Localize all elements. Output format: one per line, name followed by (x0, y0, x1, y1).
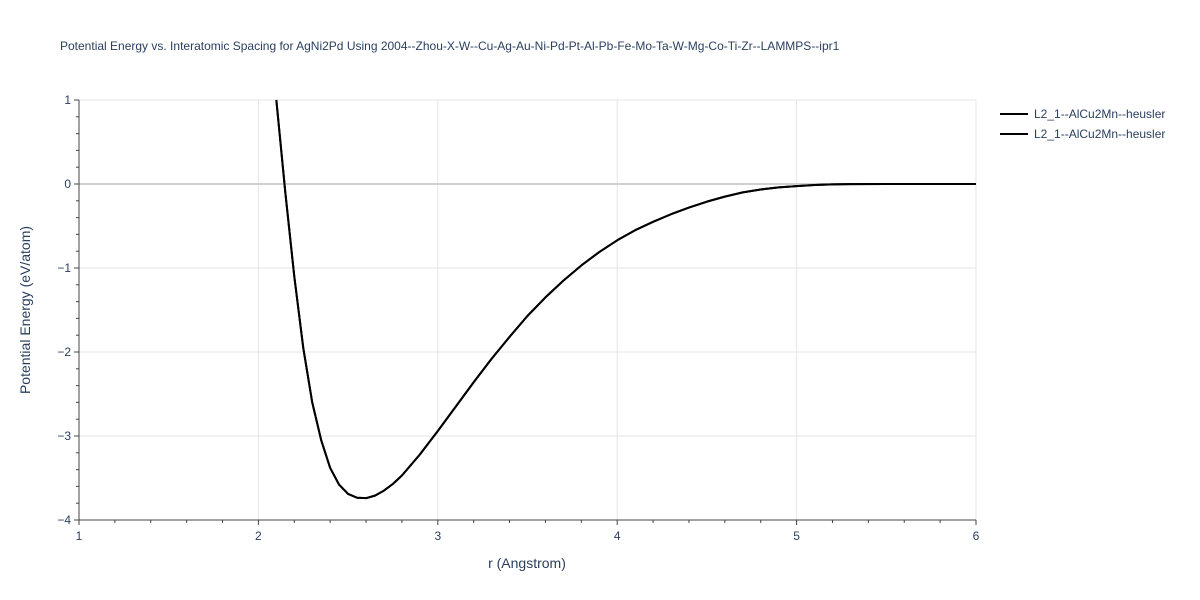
tick-labels: 1 2 3 4 5 6 1 0 −1 −2 −3 −4 (57, 93, 979, 543)
y-tick-label: 0 (64, 177, 71, 191)
y-tick-label: 1 (64, 93, 71, 107)
y-tick-label: −2 (57, 345, 71, 359)
series-lines (275, 99, 976, 500)
plot-area (275, 99, 976, 500)
x-tick-label: 1 (76, 529, 83, 543)
legend-label: L2_1--AlCu2Mn--heusler (1034, 107, 1165, 121)
y-tick-label: −3 (57, 429, 71, 443)
y-tick-label: −4 (57, 513, 71, 527)
y-tick-label: −1 (57, 261, 71, 275)
x-tick-label: 4 (614, 529, 621, 543)
legend: L2_1--AlCu2Mn--heusler L2_1--AlCu2Mn--heu… (1000, 107, 1165, 141)
legend-label: L2_1--AlCu2Mn--heusler (1034, 127, 1165, 141)
grid-lines (79, 99, 977, 520)
chart-title: Potential Energy vs. Interatomic Spacing… (60, 39, 840, 53)
series-line-2 (275, 99, 976, 500)
axes (74, 99, 977, 525)
x-tick-label: 5 (793, 529, 800, 543)
x-tick-label: 2 (255, 529, 262, 543)
x-axis-title: r (Angstrom) (488, 555, 566, 571)
y-axis-title: Potential Energy (eV/atom) (17, 226, 33, 394)
x-tick-label: 3 (434, 529, 441, 543)
x-tick-label: 6 (973, 529, 980, 543)
